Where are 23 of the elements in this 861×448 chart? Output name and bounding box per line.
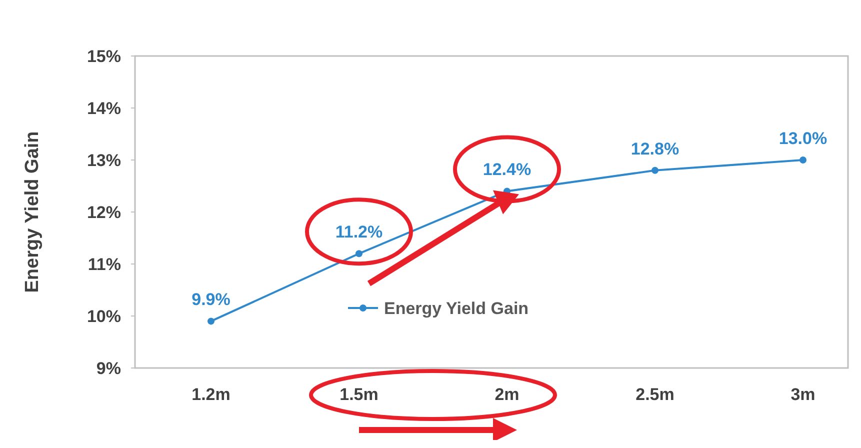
y-tick-label: 13% <box>86 150 121 170</box>
point <box>652 166 658 174</box>
y-tick-label: 15% <box>86 46 121 66</box>
point <box>208 318 214 325</box>
data-label: 12.8% <box>630 139 680 158</box>
legend-label: Energy Yield Gain <box>384 298 529 318</box>
point <box>356 250 362 258</box>
x-tick-label: 2.5m <box>636 385 674 404</box>
x-tick-label: 1.5m <box>340 385 378 404</box>
y-tick-label: 14% <box>86 98 121 118</box>
data-label: 13.0% <box>778 129 828 148</box>
y-tick-label: 11% <box>88 254 121 274</box>
x-tick-label: 3m <box>790 385 816 404</box>
point <box>800 156 806 164</box>
data-label: 9.9% <box>192 290 230 310</box>
y-axis-title: Energy Yield Gain <box>22 131 43 293</box>
data-label: 12.4% <box>482 160 532 180</box>
data-label: 11.2% <box>335 222 383 242</box>
y-tick-label: 10% <box>86 306 121 326</box>
y-tick-label: 12% <box>86 202 121 222</box>
x-tick-label: 2m <box>494 385 520 404</box>
x-tick-label: 1.2m <box>192 385 230 404</box>
y-tick-label: 9% <box>96 358 121 378</box>
